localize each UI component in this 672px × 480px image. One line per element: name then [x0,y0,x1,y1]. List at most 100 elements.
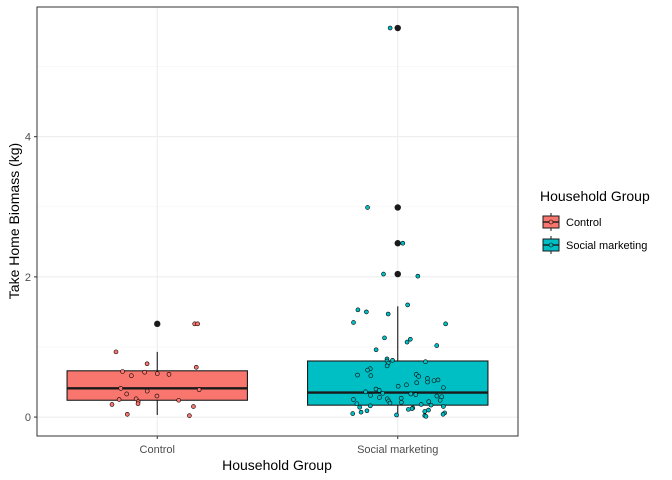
jitter-point [400,240,406,246]
jitter-point [364,408,370,414]
jitter-point [351,397,356,402]
jitter-point [187,413,192,418]
jitter-point [129,373,134,379]
legend-label: Control [566,217,601,229]
legend-key-point [548,242,554,248]
jitter-point [365,205,370,210]
jitter-point [109,402,115,407]
jitter-point [358,409,364,415]
jitter-point [381,271,386,277]
jitter-point [434,343,440,348]
jitter-point [154,393,160,399]
jitter-point [441,404,446,409]
jitter-point [357,404,362,410]
jitter-point [124,391,130,397]
jitter-point [191,404,196,409]
jitter-point [390,357,395,363]
jitter-point [395,383,401,389]
box-body [307,360,489,406]
box-outlier-point [394,270,401,278]
panel-border [36,6,519,437]
y-axis-ticks: 0 2 4 [25,132,37,424]
y-tick-label: 4 [25,132,31,144]
jitter-point [405,302,410,308]
jitter-point [144,388,150,394]
legend-label: Social marketing [566,240,647,252]
x-axis-title: Household Group [222,457,332,473]
jitter-point [355,372,360,378]
jitter-point [365,367,370,373]
jitter-point [351,320,356,325]
jitter-point [195,321,200,327]
legend-title: Household Group [540,188,650,204]
jitter-point [120,369,125,374]
jitter-point [116,397,122,402]
boxes-layer [66,24,489,418]
jitter-point [354,401,360,407]
jitter-point [423,414,429,419]
jitter-point [368,393,373,398]
x-tick-label: Control [140,444,175,456]
jitter-point [413,392,419,397]
jitter-points-layer [109,25,448,419]
jitter-point [394,412,399,418]
jitter-point [368,373,374,379]
jitter-point [416,374,421,379]
jitter-point [350,411,356,416]
jitter-point [437,397,443,403]
jitter-point [404,339,410,345]
jitter-point [135,401,141,407]
jitter-point [408,391,414,397]
jitter-point [399,400,404,405]
jitter-point [142,369,147,375]
legend-key-point [548,219,554,225]
y-tick-label: 0 [25,412,31,424]
jitter-point [376,388,382,393]
jitter-point [440,411,446,417]
jitter-point [382,335,387,341]
jitter-point [428,402,434,408]
jitter-point [443,321,448,327]
jitter-point [367,403,373,409]
jitter-point [176,397,181,403]
jitter-point [154,371,160,376]
jitter-point [124,411,130,417]
jitter-point [380,390,386,396]
box-outlier-point [394,24,401,32]
box-outlier-point [394,240,401,247]
box-outlier-point [394,204,401,211]
jitter-point [431,378,437,383]
jitter-point [144,361,150,367]
jitter-point [441,385,446,390]
jitter-point [193,365,199,370]
jitter-point [364,309,369,315]
jitter-point [196,387,202,393]
jitter-point [422,409,428,414]
legend: Household Group Control Social marketing [540,188,650,254]
jitter-point [414,380,420,386]
jitter-point [426,399,432,404]
jitter-point [425,379,430,385]
jitter-point [166,372,172,377]
x-axis-ticks: Control Social marketing [140,436,438,456]
jitter-point [373,347,379,353]
jitter-point [406,407,411,412]
jitter-point [404,382,409,388]
jitter-point [377,395,382,400]
jitter-point [385,311,391,317]
jitter-point [118,386,124,391]
y-tick-label: 2 [25,272,31,284]
jitter-point [434,393,440,399]
jitter-point [415,273,421,279]
jitter-point [355,307,361,313]
box-outlier-point [154,320,161,328]
jitter-point [387,400,393,406]
jitter-point [387,25,393,31]
jitter-point [435,377,441,383]
jitter-point [408,336,413,342]
x-tick-label: Social marketing [357,444,438,456]
jitter-point [384,363,390,369]
jitter-point [426,407,431,413]
jitter-point [398,395,404,401]
